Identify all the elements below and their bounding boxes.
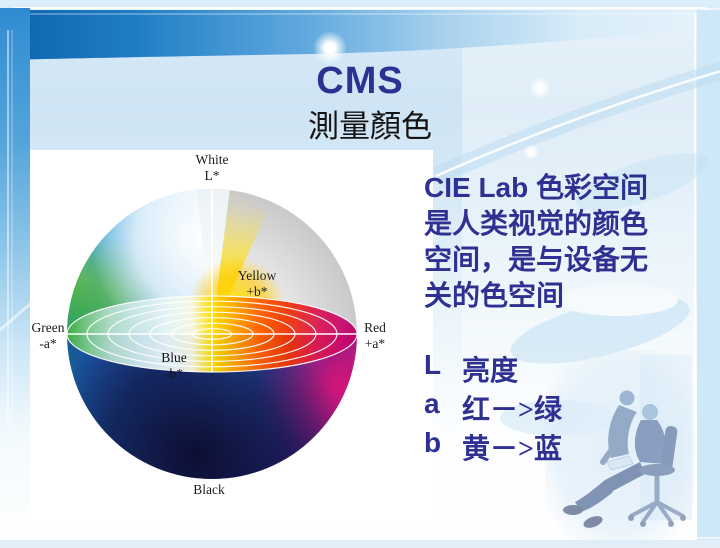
paragraph-line: 关的色空间 — [424, 280, 565, 311]
left-strip — [0, 8, 30, 548]
label-red: Red +a* — [364, 320, 386, 352]
lab-letter-l: L — [424, 349, 442, 380]
arc-line — [435, 69, 720, 178]
paragraph-line: 是人类视觉的颜色 — [424, 208, 649, 239]
label-yellow-axis: +b* — [246, 284, 268, 299]
slide-subtitle: 測量顏色 — [308, 109, 432, 144]
lab-row-a: a 红－>绿 — [424, 388, 562, 427]
lab-letter-a: a — [424, 388, 440, 419]
label-blue: Blue -b* — [161, 350, 187, 382]
label-green-axis: -a* — [39, 336, 57, 351]
label-black-name: Black — [193, 482, 225, 497]
label-green: Green -a* — [32, 320, 65, 352]
label-white: White L* — [196, 152, 229, 184]
bottom-strip — [0, 540, 720, 548]
lab-row-b: b 黄－>蓝 — [424, 427, 562, 466]
paragraph-line: 空间，是与设备无 — [424, 244, 649, 275]
lab-letter-b: b — [424, 427, 442, 458]
label-blue-axis: -b* — [165, 366, 183, 381]
businesspeople-image — [545, 350, 695, 545]
label-red-axis: +a* — [364, 336, 386, 351]
label-black: Black — [193, 482, 225, 498]
lab-color-sphere — [67, 189, 357, 479]
body-paragraph: CIE Lab 色彩空间 是人类视觉的颜色 空间，是与设备无 关的色空间 — [424, 170, 716, 314]
label-white-name: White — [195, 152, 229, 167]
lab-legend: L 亮度 a 红－>绿 b 黄－>蓝 — [424, 349, 562, 466]
lab-row-l: L 亮度 — [424, 349, 562, 388]
slide-title: CMS — [316, 60, 404, 102]
right-strip — [697, 10, 720, 548]
paragraph-line: CIE Lab 色彩空间 — [424, 172, 649, 203]
label-red-name: Red — [364, 320, 386, 335]
label-green-name: Green — [31, 320, 65, 335]
lab-sphere-panel: White L* Yellow +b* Green -a* Red +a* Bl… — [30, 150, 433, 522]
lab-desc-l: 亮度 — [462, 356, 519, 387]
lab-desc-b: 黄－>蓝 — [462, 434, 562, 465]
label-yellow-name: Yellow — [237, 268, 277, 283]
label-blue-name: Blue — [161, 350, 187, 365]
label-yellow: Yellow +b* — [238, 268, 276, 300]
label-white-axis: L* — [204, 168, 220, 183]
top-swoosh — [0, 10, 720, 60]
lab-desc-a: 红－>绿 — [462, 395, 562, 426]
